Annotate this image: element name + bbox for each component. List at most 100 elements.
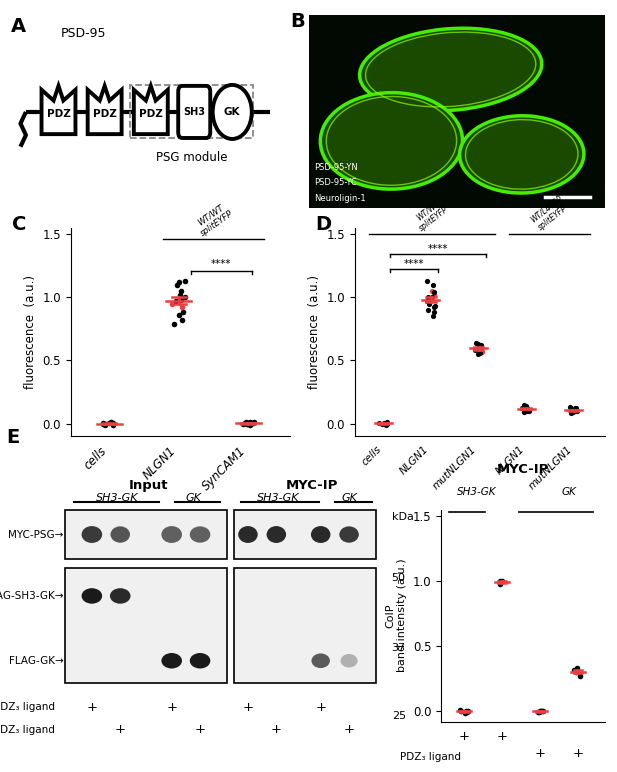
Point: [572, 405, 582, 417]
Text: +: +: [271, 723, 282, 736]
Point: [374, 417, 384, 429]
Text: PSD-95-YN: PSD-95-YN: [315, 163, 358, 172]
Text: MYC-IP: MYC-IP: [497, 462, 549, 476]
Y-axis label: fluorescence  (a.u.): fluorescence (a.u.): [308, 275, 321, 389]
Text: GK: GK: [224, 107, 241, 117]
Point: [244, 417, 254, 429]
Y-axis label: fluorescence  (a.u.): fluorescence (a.u.): [24, 275, 37, 389]
Point: [429, 289, 439, 301]
Point: [566, 406, 576, 418]
Point: [521, 401, 531, 413]
Point: [476, 339, 486, 351]
Text: +: +: [242, 701, 254, 714]
Point: [456, 706, 466, 718]
Text: MYC-PSG→: MYC-PSG→: [8, 530, 64, 540]
Text: Neuroligin-1: Neuroligin-1: [315, 194, 366, 203]
Point: [430, 300, 440, 312]
Ellipse shape: [320, 93, 463, 189]
Point: [569, 402, 579, 415]
Point: [108, 416, 118, 428]
Text: GK: GK: [341, 493, 357, 503]
Point: [97, 418, 107, 430]
Point: [473, 348, 483, 361]
Point: [104, 417, 114, 429]
Point: [462, 706, 471, 718]
Point: [520, 404, 529, 416]
Point: [524, 405, 534, 417]
Text: +: +: [458, 730, 470, 743]
Bar: [65, 510, 226, 559]
Ellipse shape: [360, 29, 542, 110]
Point: [242, 418, 252, 430]
Text: +: +: [194, 723, 205, 736]
Text: +: +: [573, 747, 584, 760]
Point: [108, 418, 118, 431]
Point: [573, 662, 582, 675]
Point: [423, 303, 433, 316]
Point: [429, 301, 439, 313]
Point: [172, 279, 182, 291]
Point: [520, 398, 529, 411]
Text: mutPDZ₃ ligand: mutPDZ₃ ligand: [0, 725, 54, 735]
Bar: [65, 567, 226, 683]
Text: GK: GK: [185, 493, 201, 503]
Text: PDZ: PDZ: [93, 109, 117, 119]
Point: [247, 416, 257, 428]
Text: ****: ****: [211, 259, 232, 269]
Text: 25: 25: [392, 711, 406, 721]
Point: [474, 343, 484, 355]
Text: SH3: SH3: [183, 107, 205, 117]
Point: [377, 418, 387, 430]
Text: ****: ****: [404, 259, 424, 269]
Ellipse shape: [312, 653, 330, 668]
Point: [536, 706, 545, 718]
Point: [380, 418, 390, 430]
Point: [424, 293, 434, 306]
Ellipse shape: [341, 654, 358, 668]
Text: 37: 37: [392, 643, 406, 653]
Point: [566, 401, 576, 413]
Ellipse shape: [162, 653, 182, 669]
Ellipse shape: [81, 526, 102, 543]
Text: B: B: [291, 12, 305, 31]
Text: PDZ: PDZ: [46, 109, 70, 119]
Point: [106, 416, 116, 428]
Point: [571, 666, 581, 679]
Point: [421, 295, 431, 307]
Point: [379, 418, 389, 430]
Text: +: +: [86, 701, 97, 714]
Point: [381, 418, 391, 431]
Point: [426, 291, 436, 303]
Ellipse shape: [460, 116, 584, 193]
Point: [495, 577, 505, 590]
Point: [571, 666, 581, 679]
Point: [178, 306, 188, 319]
Point: [177, 301, 187, 313]
Point: [100, 418, 110, 431]
Point: [249, 415, 259, 428]
Point: [462, 705, 471, 717]
Polygon shape: [88, 86, 122, 134]
Bar: [234, 510, 376, 559]
Point: [101, 418, 110, 430]
Ellipse shape: [311, 526, 331, 543]
Point: [473, 338, 483, 350]
Polygon shape: [134, 86, 168, 134]
Point: [169, 317, 179, 330]
Text: ****: ****: [428, 244, 449, 254]
Text: kDa: kDa: [392, 512, 413, 522]
Point: [99, 417, 109, 429]
Text: +: +: [115, 723, 126, 736]
Point: [238, 418, 247, 430]
Ellipse shape: [190, 653, 210, 669]
Text: FLAG-SH3-GK→: FLAG-SH3-GK→: [0, 591, 64, 601]
Point: [569, 664, 579, 676]
Point: [571, 404, 581, 416]
Point: [428, 285, 437, 297]
Point: [460, 706, 470, 719]
Text: SH3-GK: SH3-GK: [257, 493, 299, 503]
Point: [568, 405, 578, 417]
Point: [497, 575, 507, 587]
Text: PSD-95: PSD-95: [61, 27, 107, 40]
Point: [475, 341, 485, 354]
